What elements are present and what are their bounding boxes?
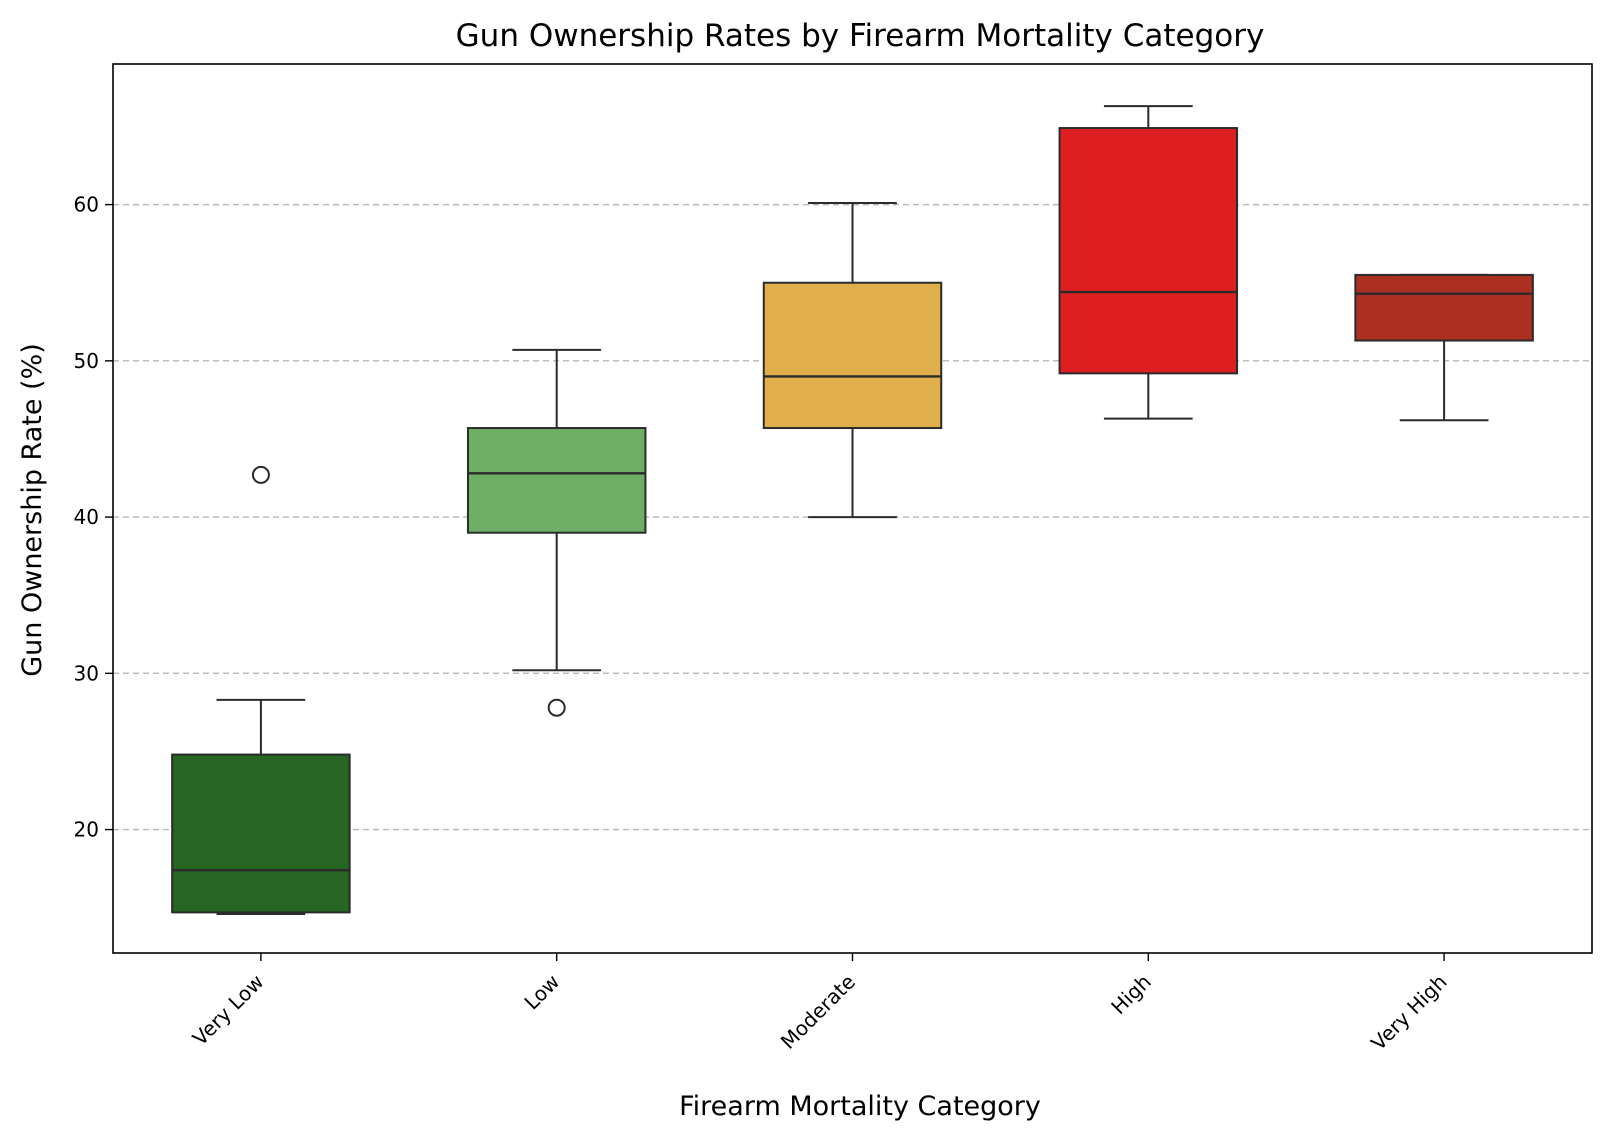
x-axis: Very Low Low Moderate High Very High xyxy=(188,953,1452,1055)
boxes xyxy=(171,105,1534,915)
y-tick-label: 20 xyxy=(74,818,99,842)
x-tick-label: Moderate xyxy=(776,970,860,1054)
y-axis: 20 30 40 50 60 xyxy=(74,193,113,842)
grid-lines xyxy=(113,203,1592,831)
x-tick-label: Low xyxy=(519,970,564,1015)
iqr-box xyxy=(1058,127,1239,375)
y-axis-label: Gun Ownership Rate (%) xyxy=(17,343,48,677)
iqr-box xyxy=(171,753,351,914)
x-tick-label: Very High xyxy=(1366,970,1451,1055)
x-axis-label: Firearm Mortality Category xyxy=(679,1091,1041,1122)
box-low xyxy=(466,348,647,717)
box-very-high xyxy=(1354,273,1534,422)
box-moderate xyxy=(762,202,943,519)
iqr-box xyxy=(762,281,943,430)
iqr-box xyxy=(1354,273,1534,342)
box-high xyxy=(1058,105,1239,420)
box-very-low xyxy=(171,465,351,915)
chart-title: Gun Ownership Rates by Firearm Mortality… xyxy=(456,18,1265,54)
y-tick-label: 30 xyxy=(74,661,99,685)
y-tick-label: 50 xyxy=(74,349,99,373)
y-tick-label: 60 xyxy=(74,193,99,217)
outlier-point xyxy=(547,698,566,717)
outlier-point xyxy=(251,465,270,484)
x-tick-label: Very Low xyxy=(188,970,269,1051)
x-tick-label: High xyxy=(1106,970,1155,1019)
iqr-box xyxy=(466,427,647,534)
y-tick-label: 40 xyxy=(74,505,99,529)
